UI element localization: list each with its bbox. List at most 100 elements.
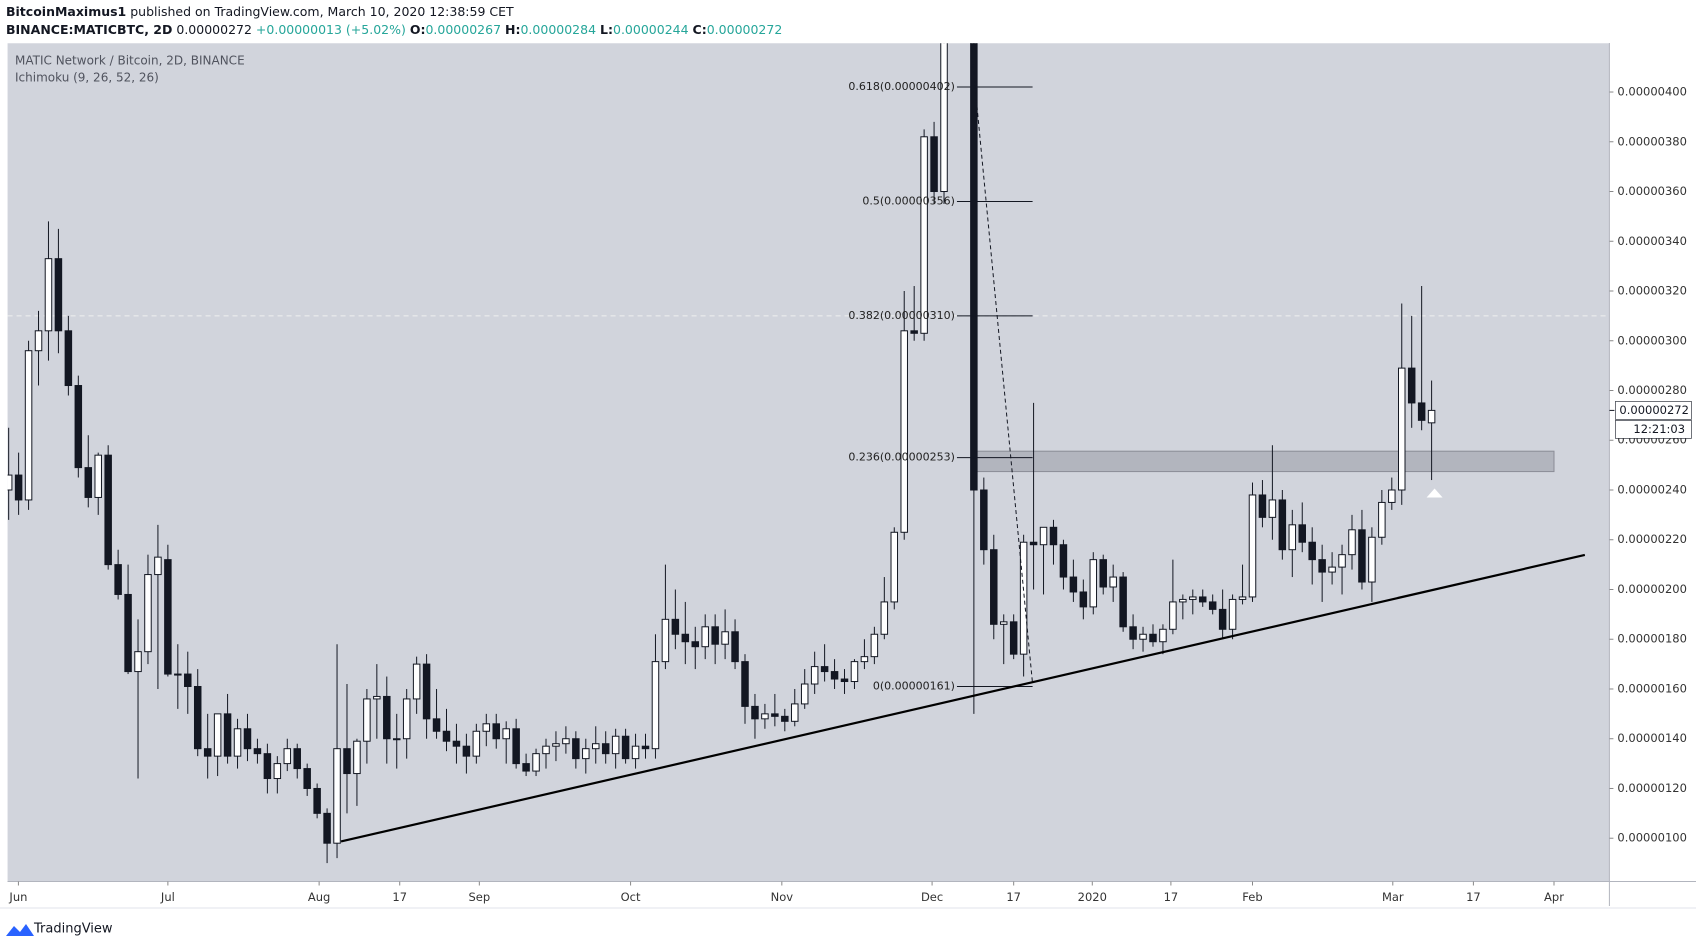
candle — [422, 654, 431, 739]
candle — [721, 609, 729, 660]
candle — [253, 738, 262, 764]
y-tick-label: 0.00000320 — [1617, 284, 1687, 298]
candle — [174, 644, 182, 709]
candle-body — [1089, 559, 1098, 608]
candle — [999, 614, 1008, 665]
candle-body — [1417, 402, 1426, 421]
candle — [1368, 527, 1376, 602]
candle — [452, 723, 461, 764]
candle — [840, 669, 849, 694]
candle-body — [542, 745, 550, 755]
candle-body — [383, 695, 391, 740]
candle-body — [830, 671, 839, 680]
last: 0.00000272 — [176, 22, 252, 37]
candle — [1348, 514, 1356, 570]
candle — [1258, 480, 1267, 528]
ohlc-o: 0.00000267 — [425, 22, 501, 37]
resistance-zone — [973, 450, 1555, 473]
candle — [651, 634, 660, 759]
x-tick-label: Nov — [771, 890, 794, 904]
candle — [791, 688, 799, 727]
candle — [462, 733, 471, 774]
candle — [1039, 526, 1048, 595]
candle — [1248, 482, 1257, 602]
candle — [1407, 315, 1416, 428]
candle-body — [482, 723, 491, 732]
candle — [273, 756, 282, 794]
candle-body — [422, 663, 431, 720]
current-price-label: 0.00000272 — [1619, 403, 1689, 417]
candle-body — [940, 43, 948, 193]
candle — [492, 713, 500, 749]
candle — [1218, 589, 1227, 640]
current-price-box — [1615, 401, 1692, 420]
x-tick-label: 17 — [392, 890, 407, 904]
candle — [243, 713, 252, 762]
candle-body — [572, 738, 580, 760]
candle-body — [951, 0, 958, 17]
candle-body — [910, 330, 918, 334]
candle-body — [562, 738, 570, 745]
candle-body — [631, 745, 640, 760]
countdown-box — [1615, 420, 1692, 439]
candle — [233, 718, 242, 769]
fib-label: 0.5(0.00000356) — [862, 194, 955, 207]
candle-body — [1189, 596, 1197, 600]
candle — [860, 639, 869, 670]
candle — [402, 688, 411, 759]
candle-body — [1218, 608, 1227, 630]
candle-body — [1358, 529, 1366, 583]
candle-body — [1029, 541, 1038, 546]
candle — [572, 731, 580, 769]
candle — [223, 693, 232, 764]
candle — [1019, 534, 1028, 677]
candle-body — [1159, 628, 1167, 643]
candle-body — [611, 735, 620, 755]
candle — [681, 601, 690, 665]
candle-body — [1198, 596, 1207, 603]
candle-body — [1149, 633, 1157, 643]
candle-body — [721, 631, 729, 645]
candle-body — [1139, 633, 1147, 640]
candle — [880, 577, 889, 640]
logo — [6, 924, 34, 936]
candle — [731, 619, 739, 670]
candle-body — [1388, 489, 1396, 503]
candle — [353, 738, 361, 806]
candle — [412, 656, 421, 714]
x-tick-label: Jun — [8, 890, 27, 904]
candle-body — [1228, 598, 1237, 630]
fib-label: 0.618(0.00000402) — [848, 80, 955, 93]
candle-body — [223, 713, 232, 757]
candle-body — [144, 574, 152, 653]
candle — [951, 0, 958, 42]
candle-body — [1378, 501, 1386, 538]
candle-body — [174, 673, 182, 676]
candle — [890, 527, 899, 610]
x-tick-label: Jul — [160, 890, 175, 904]
candle-body — [890, 531, 899, 603]
candle — [661, 564, 670, 670]
candle — [592, 726, 600, 764]
candle — [771, 693, 779, 727]
candle-body — [114, 564, 122, 595]
candle-body — [134, 651, 142, 673]
candle-body — [741, 661, 749, 707]
candle-body — [233, 728, 242, 757]
candle — [1328, 552, 1336, 585]
candle — [761, 703, 769, 729]
candle — [343, 684, 351, 814]
ohlc-c-key: C: — [693, 22, 707, 37]
x-tick-label: Aug — [308, 890, 330, 904]
candle-body — [94, 454, 102, 498]
y-tick-label: 0.00000200 — [1617, 582, 1687, 596]
x-tick-label: 17 — [1006, 890, 1021, 904]
x-tick-label: 17 — [1164, 890, 1179, 904]
candle-body — [999, 621, 1008, 625]
ohlc-h: 0.00000284 — [520, 22, 596, 37]
candle — [303, 763, 311, 796]
candle-body — [1268, 499, 1277, 518]
candle — [283, 738, 292, 772]
candle-body — [751, 705, 759, 720]
